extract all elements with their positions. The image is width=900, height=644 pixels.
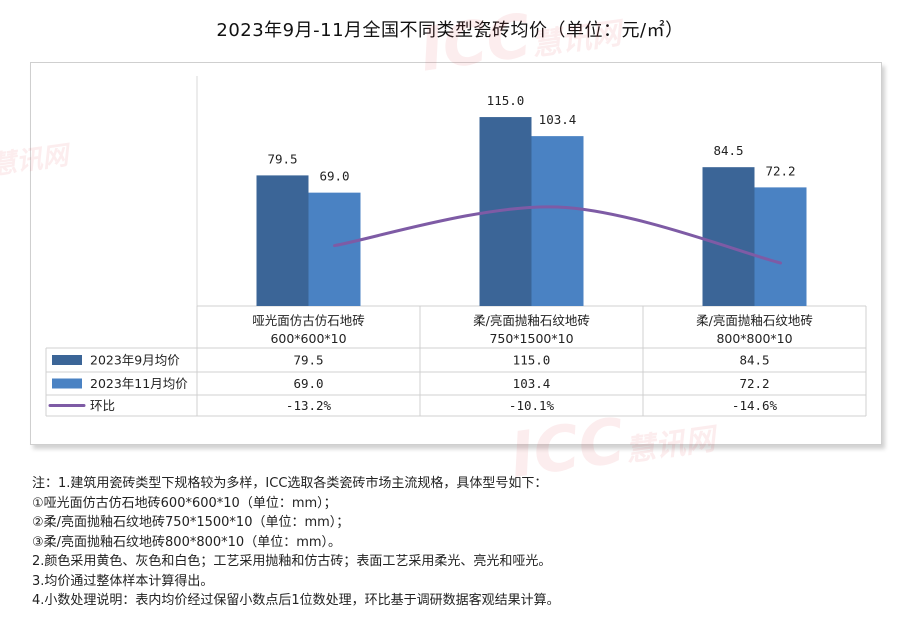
note-line: 3.均价通过整体样本计算得出。	[32, 573, 214, 589]
data-label: 84.5	[713, 143, 743, 158]
table-cell: -13.2%	[286, 398, 332, 413]
x-tick-label: 柔/亮面抛釉石纹地砖	[473, 313, 590, 328]
bar	[256, 175, 309, 306]
note-line: ③柔/亮面抛釉石纹地砖800*800*10（单位：mm）。	[32, 534, 342, 550]
note-line: 4.小数处理说明：表内均价经过保留小数点后1位数处理，环比基于调研数据客观结果计…	[32, 593, 560, 608]
x-tick-label: 750*1500*10	[489, 331, 573, 346]
table-cell: 84.5	[739, 353, 769, 368]
legend-swatch	[52, 378, 82, 389]
table-cell: 103.4	[513, 376, 551, 391]
x-tick-label: 800*800*10	[716, 331, 792, 346]
legend-label: 2023年9月均价	[90, 353, 180, 368]
table-cell: 79.5	[293, 353, 323, 368]
table-cell: -10.1%	[509, 398, 555, 413]
data-label: 72.2	[765, 163, 795, 178]
bar	[531, 136, 584, 306]
note-line: ①哑光面仿古仿石地砖600*600*10（单位：mm）；	[32, 495, 337, 511]
legend-label: 环比	[90, 398, 115, 413]
data-label: 103.4	[539, 112, 577, 127]
table-cell: 72.2	[739, 376, 769, 391]
data-label: 115.0	[487, 93, 525, 108]
data-label: 69.0	[319, 169, 349, 184]
legend-swatch	[52, 355, 82, 365]
x-tick-label: 柔/亮面抛釉石纹地砖	[696, 313, 813, 328]
note-line: 2.颜色采用黄色、灰色和白色；工艺采用抛釉和仿古砖；表面工艺采用柔光、亮光和哑光…	[32, 554, 552, 569]
table-cell: 115.0	[513, 353, 551, 368]
chart-title: 2023年9月-11月全国不同类型瓷砖均价（单位：元/㎡）	[216, 20, 684, 41]
note-line: 注：1.建筑用瓷砖类型下规格较为多样，ICC选取各类瓷砖市场主流规格，具体型号如…	[32, 476, 548, 491]
data-label: 79.5	[267, 151, 297, 166]
bar	[702, 167, 755, 306]
bar	[754, 187, 807, 306]
legend-label: 2023年11月均价	[90, 376, 188, 391]
x-tick-label: 哑光面仿古仿石地砖	[252, 313, 365, 328]
x-tick-label: 600*600*10	[270, 331, 346, 346]
bar	[308, 192, 361, 306]
series-line-huanbi	[333, 205, 782, 265]
note-line: ②柔/亮面抛釉石纹地砖750*1500*10（单位：mm）；	[32, 515, 350, 530]
table-cell: 69.0	[293, 376, 323, 391]
notes: 注：1.建筑用瓷砖类型下规格较为多样，ICC选取各类瓷砖市场主流规格，具体型号如…	[32, 474, 882, 611]
table-cell: -14.6%	[732, 398, 778, 413]
